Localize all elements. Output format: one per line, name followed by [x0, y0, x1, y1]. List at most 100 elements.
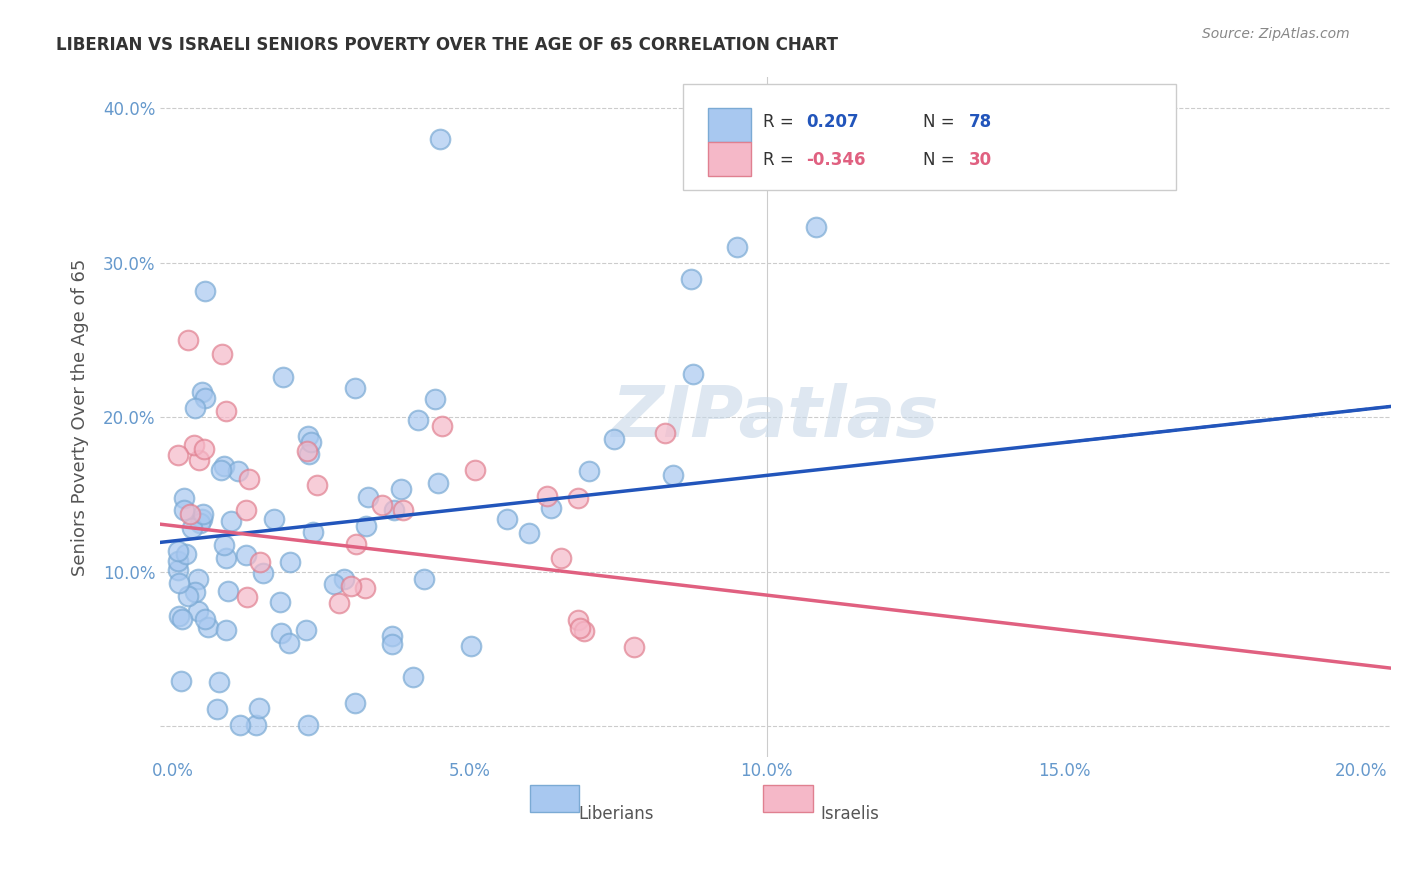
- Point: [682, 368, 704, 382]
- Point: [217, 584, 239, 599]
- Point: [392, 503, 415, 517]
- Point: [209, 463, 232, 477]
- Point: [187, 604, 209, 618]
- Point: [426, 475, 449, 490]
- Point: [305, 477, 328, 491]
- Point: [167, 563, 190, 577]
- Point: [269, 595, 291, 609]
- Point: [214, 404, 236, 418]
- Point: [464, 462, 486, 476]
- Point: [343, 696, 366, 710]
- Text: R =: R =: [763, 112, 794, 130]
- Point: [460, 640, 482, 654]
- Text: -0.346: -0.346: [807, 152, 866, 169]
- Point: [550, 550, 572, 565]
- Point: [176, 589, 198, 603]
- Text: Israelis: Israelis: [820, 805, 879, 823]
- Point: [623, 640, 645, 654]
- Point: [226, 464, 249, 478]
- Point: [215, 624, 238, 638]
- Point: [332, 572, 354, 586]
- Point: [298, 447, 321, 461]
- Point: [725, 240, 748, 254]
- Point: [406, 413, 429, 427]
- Point: [295, 444, 318, 458]
- Point: [353, 582, 375, 596]
- Point: [540, 500, 562, 515]
- Point: [603, 433, 626, 447]
- Text: Liberians: Liberians: [578, 805, 654, 823]
- Point: [180, 521, 202, 535]
- Point: [174, 547, 197, 561]
- Point: [536, 489, 558, 503]
- Point: [344, 537, 367, 551]
- Point: [219, 514, 242, 528]
- Text: N =: N =: [924, 152, 955, 169]
- Point: [249, 555, 271, 569]
- Point: [569, 622, 592, 636]
- FancyBboxPatch shape: [763, 785, 813, 812]
- Point: [271, 369, 294, 384]
- Point: [302, 524, 325, 539]
- Point: [188, 516, 211, 530]
- Point: [235, 549, 257, 563]
- Text: R =: R =: [763, 152, 794, 169]
- Text: 0.207: 0.207: [807, 112, 859, 130]
- Text: LIBERIAN VS ISRAELI SENIORS POVERTY OVER THE AGE OF 65 CORRELATION CHART: LIBERIAN VS ISRAELI SENIORS POVERTY OVER…: [56, 36, 838, 54]
- Point: [277, 636, 299, 650]
- Point: [173, 491, 195, 505]
- Point: [212, 458, 235, 473]
- Point: [423, 392, 446, 406]
- Point: [197, 620, 219, 634]
- Point: [179, 507, 201, 521]
- Point: [194, 285, 217, 299]
- Point: [567, 613, 589, 627]
- Point: [169, 609, 191, 624]
- Point: [167, 544, 190, 558]
- Point: [432, 419, 454, 434]
- Point: [371, 498, 394, 512]
- Point: [184, 401, 207, 415]
- Point: [681, 272, 703, 286]
- Point: [806, 219, 828, 234]
- Point: [297, 429, 319, 443]
- Point: [299, 435, 322, 450]
- Point: [194, 391, 217, 405]
- Point: [263, 512, 285, 526]
- FancyBboxPatch shape: [709, 142, 751, 176]
- Point: [496, 512, 519, 526]
- Point: [389, 482, 412, 496]
- Point: [211, 346, 233, 360]
- Point: [578, 464, 600, 478]
- Point: [238, 471, 260, 485]
- Text: 30: 30: [969, 152, 993, 169]
- Point: [297, 718, 319, 732]
- Point: [412, 572, 434, 586]
- Point: [193, 442, 215, 456]
- Point: [381, 629, 404, 643]
- Text: ZIPatlas: ZIPatlas: [612, 383, 939, 452]
- Point: [322, 576, 344, 591]
- Point: [344, 381, 367, 395]
- FancyBboxPatch shape: [709, 108, 751, 142]
- Point: [177, 333, 200, 347]
- Point: [270, 625, 292, 640]
- Point: [172, 611, 194, 625]
- Point: [517, 526, 540, 541]
- Point: [191, 384, 214, 399]
- Point: [167, 449, 190, 463]
- Point: [328, 596, 350, 610]
- Point: [173, 503, 195, 517]
- Point: [205, 702, 228, 716]
- Point: [235, 503, 257, 517]
- Y-axis label: Seniors Poverty Over the Age of 65: Seniors Poverty Over the Age of 65: [72, 259, 89, 576]
- Point: [357, 490, 380, 504]
- Point: [167, 575, 190, 590]
- Point: [170, 674, 193, 689]
- Point: [191, 508, 214, 522]
- Point: [381, 637, 404, 651]
- FancyBboxPatch shape: [530, 785, 579, 812]
- Point: [567, 491, 589, 505]
- Point: [215, 551, 238, 566]
- Point: [278, 555, 301, 569]
